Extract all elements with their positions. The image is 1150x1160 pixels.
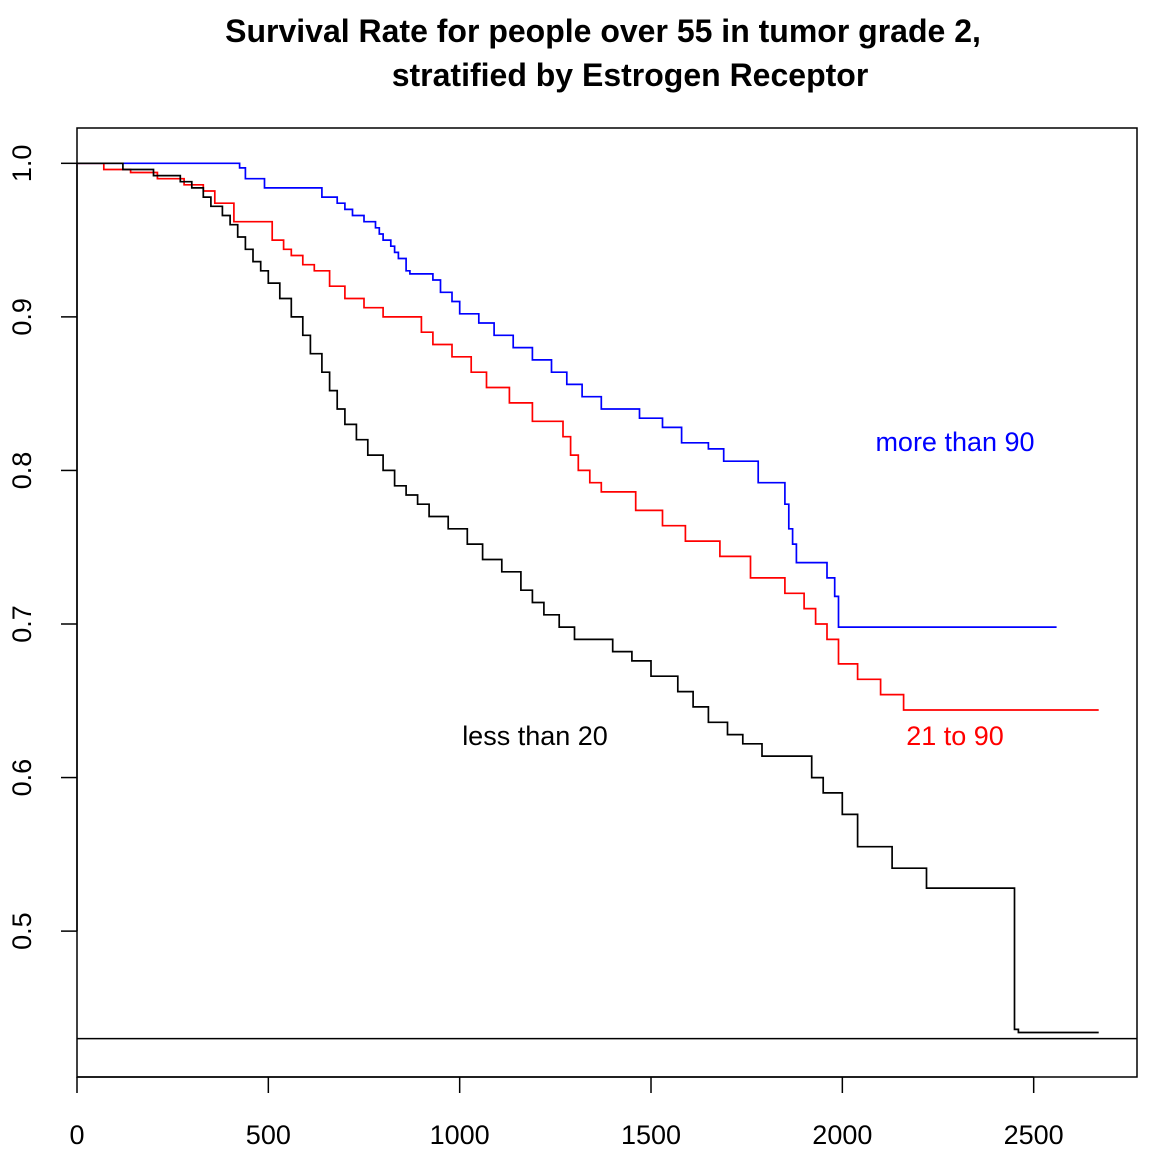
series-line-less-than-20 [77, 162, 1099, 1034]
series-line-more-than-90 [77, 162, 1057, 628]
x-tick-label: 2500 [1004, 1120, 1064, 1150]
y-tick-label: 0.5 [7, 912, 37, 950]
y-tick-label: 0.7 [7, 605, 37, 643]
y-tick-label: 0.6 [7, 759, 37, 797]
chart-title-line-2: stratified by Estrogen Receptor [392, 57, 869, 93]
y-axis: 0.5 0.6 0.7 0.8 0.9 1.0 [7, 145, 78, 950]
x-axis: 0 500 1000 1500 2000 2500 [69, 1076, 1064, 1150]
series-label-layer: more than 90 21 to 90 less than 20 [462, 427, 1034, 751]
series-label-more-than-90: more than 90 [875, 427, 1034, 457]
x-tick-label: 2000 [812, 1120, 872, 1150]
x-tick-label: 1500 [621, 1120, 681, 1150]
series-layer [77, 162, 1099, 1034]
y-tick-label: 1.0 [7, 145, 37, 183]
plot-frame [76, 127, 1138, 1078]
y-tick-label: 0.9 [7, 298, 37, 336]
chart-title-line-1: Survival Rate for people over 55 in tumo… [225, 13, 981, 49]
x-tick-label: 500 [246, 1120, 291, 1150]
series-label-21-to-90: 21 to 90 [906, 721, 1004, 751]
series-line-21-to-90 [77, 162, 1099, 711]
x-tick-label: 1000 [430, 1120, 490, 1150]
x-tick-label: 0 [69, 1120, 84, 1150]
y-tick-label: 0.8 [7, 452, 37, 490]
series-label-less-than-20: less than 20 [462, 721, 608, 751]
